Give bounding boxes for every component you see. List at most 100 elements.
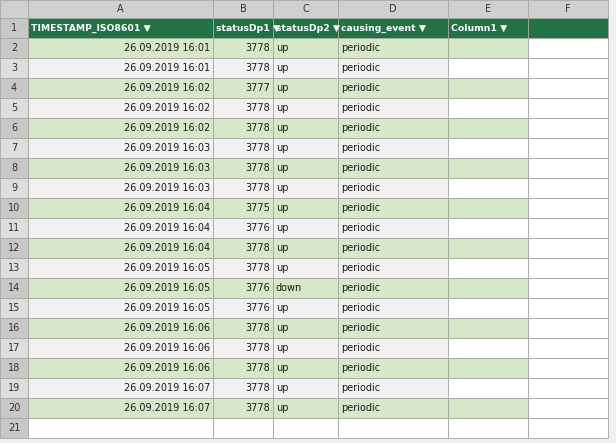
Text: 3778: 3778 bbox=[245, 63, 270, 73]
Bar bbox=[528, 18, 608, 38]
Bar bbox=[273, 358, 338, 378]
Text: periodic: periodic bbox=[341, 123, 380, 133]
Bar bbox=[448, 98, 528, 118]
Text: periodic: periodic bbox=[341, 223, 380, 233]
Bar bbox=[273, 418, 338, 438]
Bar bbox=[273, 138, 338, 158]
Bar bbox=[448, 378, 528, 398]
Bar bbox=[0, 158, 28, 178]
Bar bbox=[0, 358, 28, 378]
Bar bbox=[0, 58, 28, 78]
Bar bbox=[273, 318, 338, 338]
Bar bbox=[213, 358, 273, 378]
Bar bbox=[338, 58, 448, 78]
Text: 3777: 3777 bbox=[245, 83, 270, 93]
Text: 21: 21 bbox=[8, 423, 20, 433]
Text: periodic: periodic bbox=[341, 343, 380, 353]
Text: 3778: 3778 bbox=[245, 323, 270, 333]
Text: 26.09.2019 16:01: 26.09.2019 16:01 bbox=[124, 63, 210, 73]
Bar bbox=[213, 0, 273, 18]
Text: 26.09.2019 16:02: 26.09.2019 16:02 bbox=[124, 103, 210, 113]
Bar bbox=[213, 18, 273, 38]
Text: 3778: 3778 bbox=[245, 183, 270, 193]
Text: 9: 9 bbox=[11, 183, 17, 193]
Bar bbox=[448, 0, 528, 18]
Text: 26.09.2019 16:06: 26.09.2019 16:06 bbox=[124, 363, 210, 373]
Text: periodic: periodic bbox=[341, 283, 380, 293]
Bar bbox=[213, 398, 273, 418]
Text: periodic: periodic bbox=[341, 143, 380, 153]
Text: up: up bbox=[276, 403, 288, 413]
Bar bbox=[448, 298, 528, 318]
Bar bbox=[448, 338, 528, 358]
Bar bbox=[448, 138, 528, 158]
Bar bbox=[448, 118, 528, 138]
Bar bbox=[28, 378, 213, 398]
Bar bbox=[338, 358, 448, 378]
Bar bbox=[448, 218, 528, 238]
Bar bbox=[448, 178, 528, 198]
Bar bbox=[528, 0, 608, 18]
Bar bbox=[28, 0, 213, 18]
Bar bbox=[28, 18, 213, 38]
Bar bbox=[28, 418, 213, 438]
Text: periodic: periodic bbox=[341, 243, 380, 253]
Bar bbox=[0, 278, 28, 298]
Text: D: D bbox=[389, 4, 397, 14]
Bar bbox=[528, 118, 608, 138]
Text: 3778: 3778 bbox=[245, 383, 270, 393]
Bar bbox=[448, 18, 528, 38]
Text: 3778: 3778 bbox=[245, 43, 270, 53]
Text: 16: 16 bbox=[8, 323, 20, 333]
Bar bbox=[213, 58, 273, 78]
Bar bbox=[213, 238, 273, 258]
Text: periodic: periodic bbox=[341, 43, 380, 53]
Bar bbox=[528, 338, 608, 358]
Bar bbox=[448, 38, 528, 58]
Text: up: up bbox=[276, 363, 288, 373]
Bar bbox=[448, 398, 528, 418]
Bar bbox=[338, 318, 448, 338]
Text: B: B bbox=[240, 4, 246, 14]
Text: 26.09.2019 16:04: 26.09.2019 16:04 bbox=[124, 223, 210, 233]
Text: F: F bbox=[565, 4, 571, 14]
Text: up: up bbox=[276, 83, 288, 93]
Bar bbox=[0, 378, 28, 398]
Text: 26.09.2019 16:06: 26.09.2019 16:06 bbox=[124, 343, 210, 353]
Bar bbox=[528, 198, 608, 218]
Text: 1: 1 bbox=[11, 23, 17, 33]
Bar bbox=[273, 158, 338, 178]
Bar bbox=[448, 238, 528, 258]
Text: 8: 8 bbox=[11, 163, 17, 173]
Bar bbox=[528, 58, 608, 78]
Bar bbox=[273, 98, 338, 118]
Bar bbox=[528, 398, 608, 418]
Bar bbox=[213, 378, 273, 398]
Text: up: up bbox=[276, 323, 288, 333]
Text: 26.09.2019 16:05: 26.09.2019 16:05 bbox=[124, 303, 210, 313]
Bar bbox=[273, 198, 338, 218]
Bar bbox=[338, 418, 448, 438]
Text: E: E bbox=[485, 4, 491, 14]
Bar bbox=[338, 338, 448, 358]
Bar bbox=[528, 218, 608, 238]
Bar bbox=[0, 218, 28, 238]
Bar bbox=[273, 178, 338, 198]
Text: 3778: 3778 bbox=[245, 263, 270, 273]
Text: up: up bbox=[276, 343, 288, 353]
Text: A: A bbox=[117, 4, 124, 14]
Bar bbox=[448, 418, 528, 438]
Bar bbox=[448, 198, 528, 218]
Bar bbox=[213, 178, 273, 198]
Text: up: up bbox=[276, 223, 288, 233]
Text: up: up bbox=[276, 123, 288, 133]
Text: Column1 ▼: Column1 ▼ bbox=[451, 23, 507, 32]
Text: 6: 6 bbox=[11, 123, 17, 133]
Text: 4: 4 bbox=[11, 83, 17, 93]
Text: 3776: 3776 bbox=[245, 223, 270, 233]
Bar bbox=[28, 338, 213, 358]
Text: 5: 5 bbox=[11, 103, 17, 113]
Bar bbox=[448, 318, 528, 338]
Text: 3778: 3778 bbox=[245, 143, 270, 153]
Text: 17: 17 bbox=[8, 343, 20, 353]
